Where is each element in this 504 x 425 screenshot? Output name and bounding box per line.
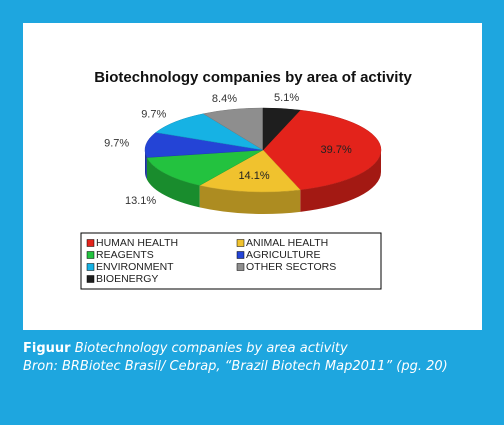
pie-side (300, 150, 381, 212)
legend-label: ANIMAL HEALTH (246, 237, 328, 249)
legend-swatch (86, 275, 95, 283)
legend-swatch (236, 251, 245, 259)
value-label: 5.1% (274, 92, 299, 104)
value-label: 9.7% (104, 137, 129, 149)
pie-side (146, 157, 200, 208)
pie-slice (198, 149, 301, 193)
legend-swatch (86, 263, 95, 271)
value-label: 8.4% (212, 93, 237, 105)
value-label: 14.1% (238, 170, 269, 182)
chart-panel: Biotechnology companies by area of activ… (23, 23, 482, 330)
chart-title: Biotechnology companies by area of activ… (94, 69, 412, 86)
legend-box (80, 232, 382, 290)
value-label: 9.7% (141, 109, 166, 121)
legend-swatch (236, 263, 245, 271)
value-label: 39.7% (321, 144, 352, 156)
legend-label: REAGENTS (96, 249, 154, 261)
legend-label: HUMAN HEALTH (96, 237, 178, 249)
caption-text: Biotechnology companies by area activity (74, 341, 348, 356)
pie-side (199, 185, 301, 214)
legend-label: AGRICULTURE (246, 249, 320, 261)
pie-slice (262, 107, 301, 151)
legend-swatch (86, 239, 95, 247)
legend-label: BIOENERGY (96, 273, 158, 285)
caption-source: Bron: BRBiotec Brasil/ Cebrap, “Brazil B… (23, 359, 448, 374)
chart: Biotechnology companies by area of activ… (80, 69, 412, 290)
legend-label: OTHER SECTORS (246, 261, 336, 273)
caption-label: Figuur (23, 341, 71, 356)
pie-side (145, 150, 147, 180)
pie-slice (262, 109, 382, 191)
legend-swatch (236, 239, 245, 247)
legend-swatch (86, 251, 95, 259)
legend-label: ENVIRONMENT (96, 261, 174, 273)
pie-slice (146, 149, 264, 186)
value-label: 13.1% (125, 195, 156, 207)
caption: Figuur Biotechnology companies by area a… (23, 340, 463, 376)
